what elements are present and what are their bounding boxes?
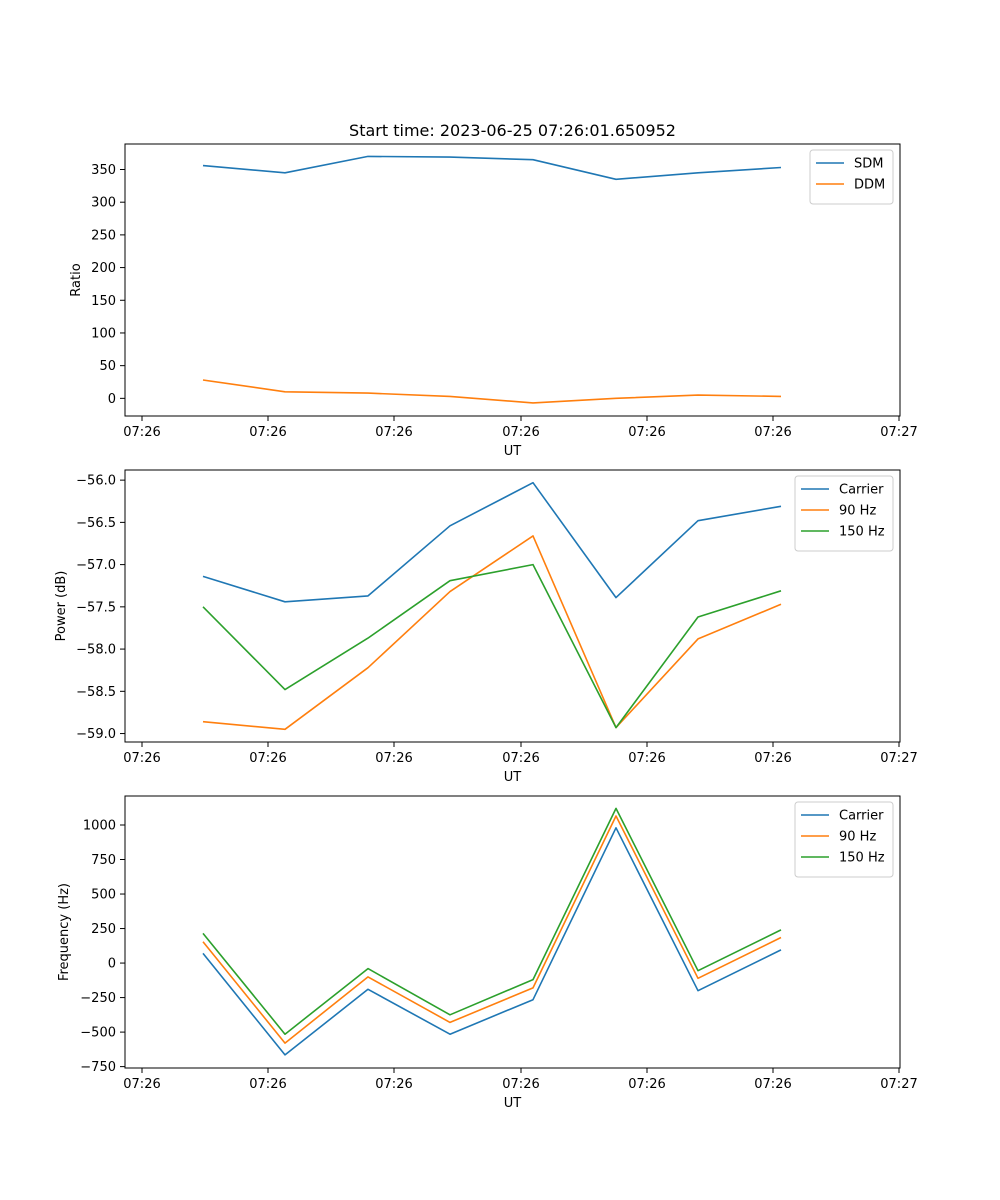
x-tick-label: 07:26 <box>628 1077 665 1092</box>
x-axis-label: UT <box>504 770 522 785</box>
y-tick-label: −750 <box>80 1060 116 1075</box>
legend-entry: 150 Hz <box>839 525 885 540</box>
series-line-90-hz <box>202 535 782 731</box>
x-tick-label: 07:26 <box>754 425 791 440</box>
y-tick-label: 350 <box>91 163 116 178</box>
x-tick-label: 07:26 <box>123 1077 160 1092</box>
series-line-ddm <box>202 379 782 404</box>
y-tick-label: 100 <box>91 326 116 341</box>
legend: Carrier 90 Hz 150 Hz <box>794 801 894 878</box>
legend-box <box>794 475 894 552</box>
legend-entry: 90 Hz <box>839 504 876 519</box>
series-line-carrier <box>202 481 782 603</box>
legend: Carrier 90 Hz 150 Hz <box>794 475 894 552</box>
x-axis-label: UT <box>504 444 522 459</box>
legend-entry: 90 Hz <box>839 830 876 845</box>
legend-entry: Carrier <box>839 809 884 824</box>
y-tick-label: −56.0 <box>76 474 116 489</box>
legend-entry: DDM <box>854 178 885 193</box>
y-tick-label: −250 <box>80 991 116 1006</box>
series-line-150-hz <box>202 807 782 1035</box>
chart-panel-2: 07:26 07:26 07:26 07:26 07:26 07:26 07:27 −59.0… <box>54 469 918 785</box>
x-tick-label: 07:26 <box>123 425 160 440</box>
x-tick-label: 07:26 <box>502 751 539 766</box>
x-tick-label: 07:27 <box>880 751 917 766</box>
chart-title: Start time: 2023-06-25 07:26:01.650952 <box>349 121 676 140</box>
x-tick-label: 07:26 <box>754 751 791 766</box>
y-tick-label: 300 <box>91 196 116 211</box>
x-tick-label: 07:26 <box>502 1077 539 1092</box>
y-tick-label: −57.0 <box>76 558 116 573</box>
y-axis-label: Power (dB) <box>54 571 69 642</box>
y-tick-label: 500 <box>91 888 116 903</box>
x-tick-label: 07:26 <box>754 1077 791 1092</box>
y-tick-label: 250 <box>91 922 116 937</box>
y-tick-label: 1000 <box>83 818 116 833</box>
legend: SDM DDM <box>809 149 894 205</box>
y-tick-label: 150 <box>91 294 116 309</box>
x-tick-label: 07:27 <box>880 425 917 440</box>
y-tick-label: −58.0 <box>76 643 116 658</box>
legend-box <box>794 801 894 878</box>
y-tick-label: −58.5 <box>76 685 116 700</box>
x-axis-label: UT <box>504 1096 522 1111</box>
series-line-sdm <box>202 155 782 181</box>
y-tick-label: −59.0 <box>76 727 116 742</box>
y-tick-label: −500 <box>80 1026 116 1041</box>
x-tick-label: 07:27 <box>880 1077 917 1092</box>
x-tick-label: 07:26 <box>249 751 286 766</box>
legend-entry: 150 Hz <box>839 851 885 866</box>
x-tick-label: 07:26 <box>375 1077 412 1092</box>
legend-entry: SDM <box>854 157 883 172</box>
y-tick-label: 250 <box>91 228 116 243</box>
x-tick-label: 07:26 <box>502 425 539 440</box>
axes-frame <box>124 795 901 1069</box>
y-tick-label: −56.5 <box>76 516 116 531</box>
y-axis-label: Ratio <box>69 263 84 296</box>
y-tick-label: −57.5 <box>76 600 116 615</box>
axes-frame <box>124 469 901 743</box>
y-tick-label: 200 <box>91 261 116 276</box>
y-tick-label: 50 <box>99 359 116 374</box>
axes-frame <box>124 143 901 417</box>
x-tick-label: 07:26 <box>249 1077 286 1092</box>
series-line-150-hz <box>202 563 782 729</box>
x-tick-label: 07:26 <box>375 751 412 766</box>
x-tick-label: 07:26 <box>628 751 665 766</box>
y-axis-label: Frequency (Hz) <box>57 883 72 981</box>
x-tick-label: 07:26 <box>375 425 412 440</box>
chart-panel-1: Start time: 2023-06-25 07:26:01.650952 07… <box>69 121 918 459</box>
y-tick-label: 0 <box>108 957 116 972</box>
x-tick-label: 07:26 <box>123 751 160 766</box>
y-tick-label: 0 <box>108 392 116 407</box>
chart-panel-3: 07:26 07:26 07:26 07:26 07:26 07:26 07:27 −750 −… <box>57 795 918 1111</box>
x-tick-label: 07:26 <box>249 425 286 440</box>
series-line-90-hz <box>202 815 782 1044</box>
series-line-carrier <box>202 826 782 1056</box>
y-tick-label: 750 <box>91 853 116 868</box>
legend-entry: Carrier <box>839 483 884 498</box>
x-tick-label: 07:26 <box>628 425 665 440</box>
